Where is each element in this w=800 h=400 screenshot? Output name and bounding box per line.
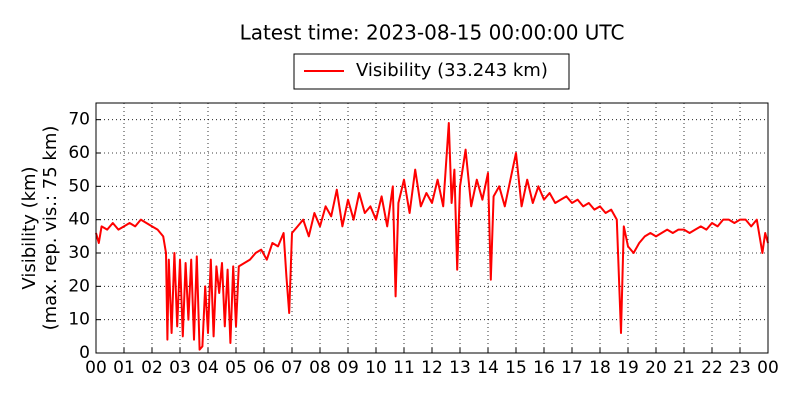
x-tick-label: 20 (645, 358, 667, 378)
x-tick-label: 17 (561, 358, 583, 378)
x-tick-label: 09 (337, 358, 359, 378)
x-tick-label: 15 (505, 358, 527, 378)
x-tick-label: 19 (617, 358, 639, 378)
y-tick-label: 40 (68, 210, 90, 230)
data-line (95, 122, 769, 351)
x-tick-label: 05 (225, 358, 247, 378)
x-tick-label: 23 (729, 358, 751, 378)
x-tick-label: 00 (757, 358, 779, 378)
x-tick-label: 08 (309, 358, 331, 378)
chart-title: Latest time: 2023-08-15 00:00:00 UTC (240, 21, 625, 45)
x-tick-label: 22 (701, 358, 723, 378)
x-tick-label: 00 (85, 358, 107, 378)
y-tick-label: 10 (68, 310, 90, 330)
legend-label: Visibility (33.243 km) (356, 60, 548, 81)
y-tick-label: 50 (68, 176, 90, 196)
x-tick-label: 13 (449, 358, 471, 378)
y-axis-label: Visibility (km) (19, 166, 40, 289)
x-tick-label: 16 (533, 358, 555, 378)
x-tick-label: 21 (673, 358, 695, 378)
y-tick-label: 0 (79, 343, 90, 363)
y-tick-label: 70 (68, 110, 90, 130)
x-tick-label: 06 (253, 358, 275, 378)
x-tick-label: 10 (365, 358, 387, 378)
x-tick-label: 14 (477, 358, 499, 378)
y-tick-label: 30 (68, 243, 90, 263)
x-tick-label: 07 (281, 358, 303, 378)
plot-frame (95, 102, 769, 354)
x-tick-label: 18 (589, 358, 611, 378)
x-tick-label: 02 (141, 358, 163, 378)
x-tick-label: 11 (393, 358, 415, 378)
y-axis-label: (max. rep. vis.: 75 km) (40, 126, 61, 331)
x-tick-label: 12 (421, 358, 443, 378)
y-tick-label: 60 (68, 143, 90, 163)
x-tick-label: 04 (197, 358, 219, 378)
x-tick-label: 01 (113, 358, 135, 378)
y-tick-label: 20 (68, 276, 90, 296)
x-tick-label: 03 (169, 358, 191, 378)
